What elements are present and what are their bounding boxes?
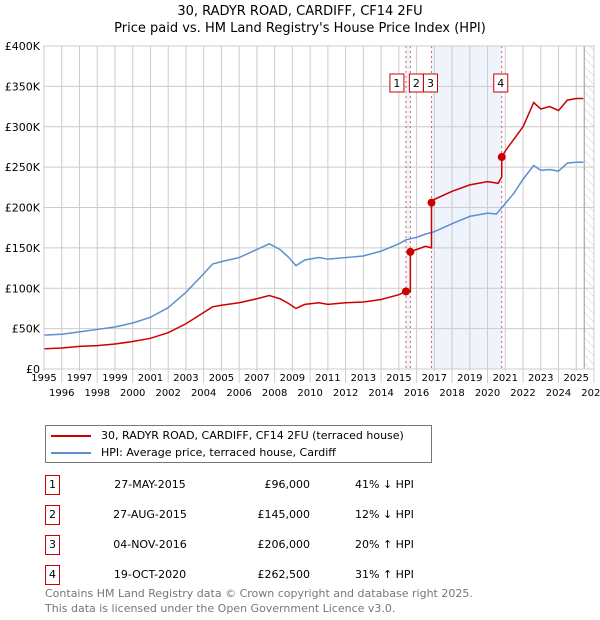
- sale-marker-box: [422, 73, 438, 93]
- table-row: 2 27-AUG-2015 £145,000 12% ↓ HPI: [45, 505, 445, 525]
- y-tick-label: £50K: [12, 323, 41, 336]
- x-tick-label: 2025: [564, 373, 589, 384]
- y-tick-label: £100K: [5, 282, 41, 295]
- hpi-diff: 12% ↓ HPI: [355, 508, 414, 521]
- x-tick-label: 1999: [102, 373, 127, 384]
- x-tick-label: 2009: [280, 373, 305, 384]
- x-tick-label: 2001: [138, 373, 163, 384]
- sale-marker-label: 4: [497, 77, 504, 90]
- x-tick-label: 2012: [333, 388, 358, 399]
- sale-point: [406, 247, 415, 256]
- sale-marker-label: 4: [45, 565, 60, 585]
- sale-point: [427, 198, 436, 207]
- x-tick-label: 2011: [315, 373, 340, 384]
- y-tick-label: £200K: [5, 202, 41, 215]
- sale-marker-label: 1: [45, 475, 60, 495]
- x-tick-label: 2013: [351, 373, 376, 384]
- x-tick-label: 2021: [493, 373, 518, 384]
- x-tick-label: 1996: [49, 388, 74, 399]
- legend-red-line: [51, 435, 91, 437]
- y-tick-label: £0: [26, 363, 40, 376]
- sale-point: [401, 287, 410, 296]
- x-tick-label: 2020: [475, 388, 500, 399]
- sale-price: £206,000: [257, 538, 311, 551]
- footer-licence: This data is licensed under the Open Gov…: [45, 602, 396, 615]
- sale-marker-label: 3: [427, 77, 434, 90]
- x-tick-label: 2004: [191, 388, 216, 399]
- hpi-diff: 20% ↑ HPI: [355, 538, 414, 551]
- legend: 30, RADYR ROAD, CARDIFF, CF14 2FU (terra…: [45, 425, 432, 463]
- x-tick-label: 2010: [297, 388, 322, 399]
- x-tick-label: 2003: [173, 373, 198, 384]
- sale-date: 04-NOV-2016: [113, 538, 187, 551]
- sale-marker-label: 2: [45, 505, 60, 525]
- plot-border: [43, 45, 595, 370]
- x-tick-label: 1995: [31, 373, 56, 384]
- sale-date: 27-AUG-2015: [113, 508, 187, 521]
- x-tick-label: 2019: [457, 373, 482, 384]
- sale-price: £145,000: [257, 508, 311, 521]
- sale-marker-box: [493, 73, 509, 93]
- x-tick-label: 1997: [67, 373, 92, 384]
- price-chart: 1995 1996 1997 1998 1999 2000 2001 2002 2003 2004…: [5, 40, 600, 399]
- x-tick-label: 1998: [84, 388, 109, 399]
- x-tick-label: 2006: [226, 388, 251, 399]
- sale-point: [497, 153, 506, 162]
- footer-copyright: Contains HM Land Registry data © Crown c…: [45, 587, 473, 600]
- x-tick-label: 2026: [581, 388, 600, 399]
- x-tick-label: 2015: [386, 373, 411, 384]
- hpi-line: [43, 161, 584, 336]
- x-tick-label: 2008: [262, 388, 287, 399]
- sale-price: £262,500: [257, 568, 311, 581]
- x-tick-label: 2005: [209, 373, 234, 384]
- sale-marker-label: 3: [45, 535, 60, 555]
- x-tick-label: 2018: [439, 388, 464, 399]
- table-row: 4 19-OCT-2020 £262,500 31% ↑ HPI: [45, 565, 445, 585]
- x-tick-label: 2017: [422, 373, 447, 384]
- y-tick-label: £400K: [5, 40, 41, 53]
- y-tick-label: £300K: [5, 121, 41, 134]
- sale-marker-label: 1: [393, 77, 400, 90]
- y-tick-label: £250K: [5, 161, 41, 174]
- x-tick-label: 2014: [368, 388, 393, 399]
- x-tick-label: 2007: [244, 373, 269, 384]
- table-row: 1 27-MAY-2015 £96,000 41% ↓ HPI: [45, 475, 445, 495]
- y-tick-label: £150K: [5, 242, 41, 255]
- hpi-diff: 31% ↑ HPI: [355, 568, 414, 581]
- x-tick-label: 2002: [155, 388, 180, 399]
- hpi-diff: 41% ↓ HPI: [355, 478, 414, 491]
- x-tick-label: 2000: [120, 388, 145, 399]
- legend-property: 30, RADYR ROAD, CARDIFF, CF14 2FU (terra…: [101, 429, 404, 442]
- sale-price: £96,000: [264, 478, 311, 491]
- sale-marker-box: [389, 73, 405, 93]
- legend-blue-line: [51, 452, 91, 454]
- legend-hpi: HPI: Average price, terraced house, Card…: [101, 446, 336, 459]
- x-tick-label: 2024: [546, 388, 571, 399]
- sale-date: 27-MAY-2015: [114, 478, 186, 491]
- table-row: 3 04-NOV-2016 £206,000 20% ↑ HPI: [45, 535, 445, 555]
- chart-title: 30, RADYR ROAD, CARDIFF, CF14 2FU: [177, 4, 423, 19]
- sale-marker-label: 2: [413, 77, 420, 90]
- x-tick-label: 2022: [510, 388, 535, 399]
- sale-date: 19-OCT-2020: [113, 568, 187, 581]
- chart-subtitle: Price paid vs. HM Land Registry's House …: [114, 21, 486, 36]
- x-tick-label: 2023: [528, 373, 553, 384]
- x-tick-label: 2016: [404, 388, 429, 399]
- property-price-line: [43, 97, 584, 350]
- y-tick-label: £350K: [5, 80, 41, 93]
